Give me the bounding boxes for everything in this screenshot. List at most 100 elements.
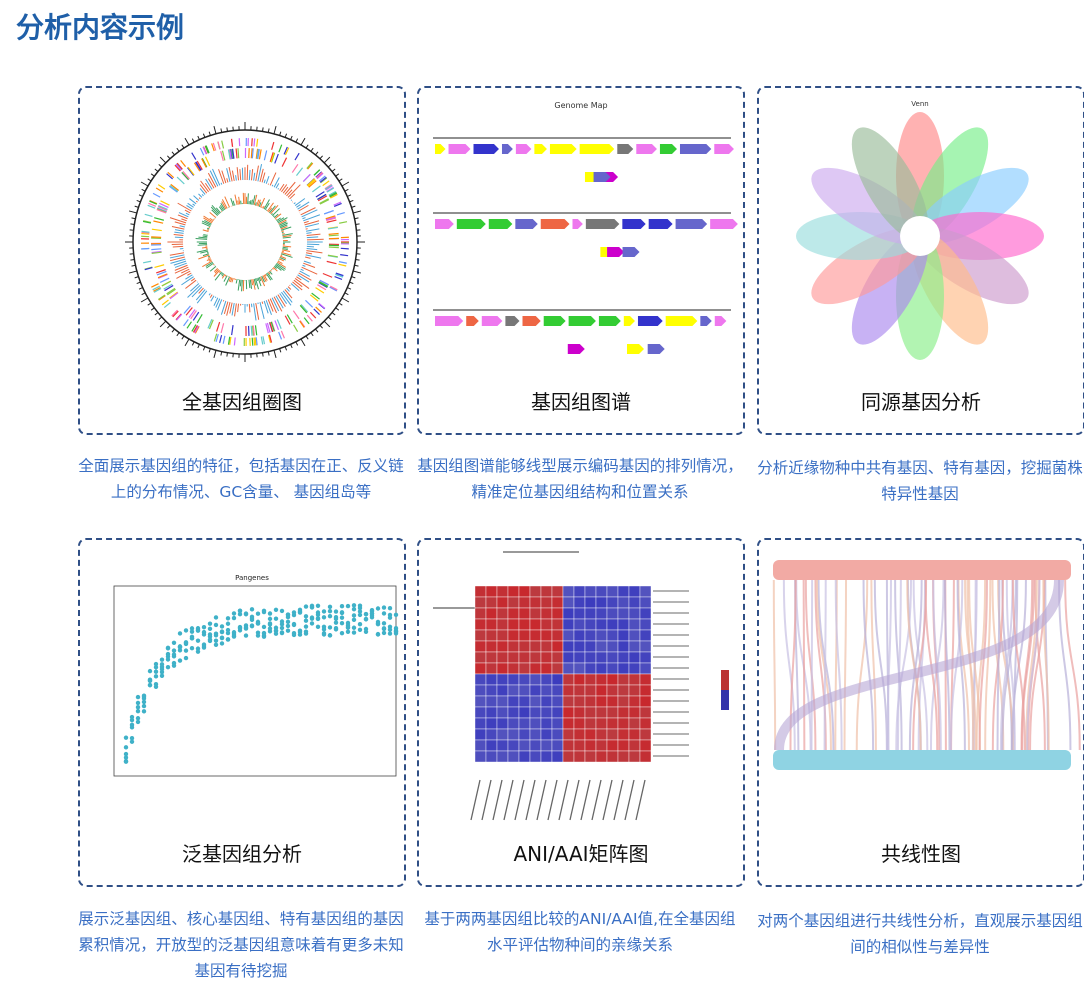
gene — [335, 273, 344, 278]
gene — [315, 287, 325, 294]
heat-cell — [639, 640, 652, 653]
gc-content — [271, 268, 274, 270]
gene — [306, 162, 313, 169]
link — [1011, 579, 1026, 751]
heat-cell — [584, 607, 597, 620]
gene — [166, 173, 174, 180]
gc-content — [280, 254, 283, 256]
gc-skew — [273, 296, 283, 312]
point — [315, 610, 321, 615]
gc-skew — [287, 184, 301, 198]
gc-content — [251, 199, 253, 205]
point — [303, 618, 309, 623]
gc-content — [220, 202, 226, 211]
heat-cell — [485, 662, 498, 675]
heat-cell — [628, 728, 641, 741]
point — [189, 629, 195, 634]
point — [345, 629, 351, 634]
heat-cell — [529, 739, 542, 752]
gene-arrow — [648, 219, 673, 229]
col-label — [580, 779, 591, 821]
gc-skew — [239, 169, 242, 181]
gene — [255, 148, 259, 159]
tick — [305, 144, 309, 149]
gc-content — [228, 277, 232, 282]
point — [207, 632, 213, 637]
gene — [309, 311, 317, 319]
gene — [155, 187, 164, 193]
heat-cell — [595, 750, 608, 763]
gc-skew — [174, 229, 185, 232]
heat-cell — [507, 695, 520, 708]
gene — [295, 167, 304, 176]
gene — [300, 304, 309, 313]
gene — [268, 334, 273, 343]
point — [339, 621, 345, 626]
heat-cell — [639, 585, 652, 598]
heat-cell — [540, 651, 553, 664]
gc-skew — [306, 232, 312, 234]
tick — [184, 137, 190, 146]
link — [1005, 579, 1016, 751]
point — [273, 625, 279, 630]
heat-cell — [474, 607, 487, 620]
gene — [329, 191, 337, 197]
gc-skew — [293, 279, 303, 288]
tick — [284, 346, 288, 351]
tick — [295, 138, 299, 143]
gc-content — [198, 236, 208, 239]
gc-skew — [296, 204, 301, 208]
heat-cell — [628, 706, 641, 719]
gene — [326, 219, 337, 223]
point — [381, 621, 387, 626]
tick — [341, 297, 350, 303]
heat-cell — [551, 706, 564, 719]
heat-cell — [474, 728, 487, 741]
gene — [207, 318, 213, 329]
link — [894, 579, 903, 751]
point — [249, 607, 255, 612]
gene — [252, 325, 255, 336]
heat-cell — [617, 750, 630, 763]
gene — [204, 156, 211, 167]
gene-arrow — [568, 316, 596, 326]
gc-skew — [263, 179, 266, 184]
gc-content — [211, 209, 219, 216]
heat-cell — [485, 717, 498, 730]
gene-arrow — [665, 316, 698, 326]
tick — [349, 199, 354, 203]
tick — [159, 156, 167, 164]
heat-cell — [628, 673, 641, 686]
genome-bar — [773, 560, 1071, 580]
gene — [171, 309, 178, 317]
heat-cell — [639, 662, 652, 675]
gc-content — [220, 272, 224, 275]
gc-skew — [282, 290, 293, 303]
gc-content — [268, 207, 273, 213]
gene-arrow — [515, 219, 538, 229]
gene — [161, 299, 169, 306]
heat-cell — [573, 607, 586, 620]
heat-cell — [518, 596, 531, 609]
heat-cell — [540, 607, 553, 620]
link — [895, 579, 912, 751]
link — [1042, 579, 1050, 751]
point — [351, 617, 357, 622]
heat-cell — [584, 739, 597, 752]
point — [201, 643, 207, 649]
gene — [329, 285, 338, 291]
point — [291, 621, 297, 627]
heat-cell — [485, 673, 498, 686]
heat-cell — [474, 739, 487, 752]
heat-cell — [606, 640, 619, 653]
tick — [136, 281, 141, 285]
col-label — [536, 779, 547, 821]
gene — [152, 285, 161, 291]
gc-skew — [187, 272, 192, 276]
point — [333, 614, 339, 620]
gene — [153, 286, 161, 292]
core — [900, 216, 940, 256]
gene — [338, 261, 347, 264]
point — [267, 616, 273, 622]
tick — [197, 135, 200, 140]
